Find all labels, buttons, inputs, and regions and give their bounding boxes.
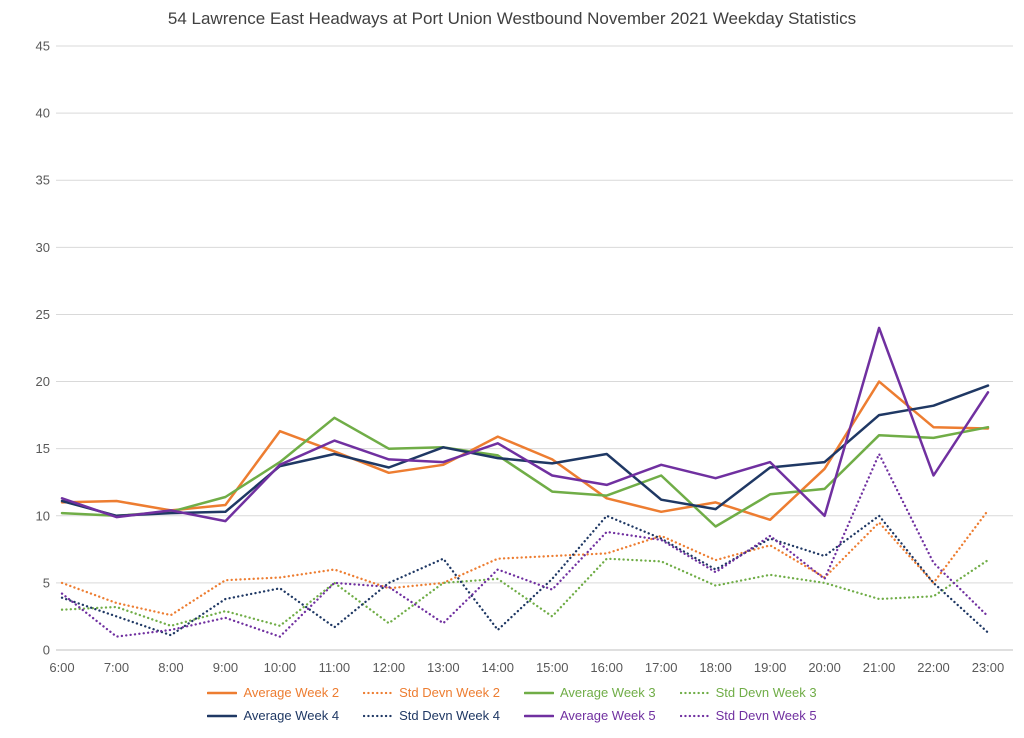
legend-item-std-devn-week-2: Std Devn Week 2 (363, 685, 500, 700)
chart-legend: Average Week 2 Std Devn Week 2 Average Wee… (0, 685, 1024, 723)
y-axis-tick-label: 25 (36, 307, 50, 322)
y-axis-tick-label: 15 (36, 441, 50, 456)
y-axis-tick-label: 30 (36, 240, 50, 255)
series-line-average-week-4 (60, 384, 990, 518)
legend-item-std-devn-week-4: Std Devn Week 4 (363, 708, 500, 723)
legend-label: Std Devn Week 3 (715, 685, 817, 700)
x-axis-tick-label: 17:00 (645, 660, 678, 675)
x-axis-tick-label: 22:00 (917, 660, 950, 675)
legend-item-average-week-2: Average Week 2 (207, 685, 339, 700)
legend-item-std-devn-week-3: Std Devn Week 3 (679, 685, 817, 700)
legend-label: Average Week 4 (243, 708, 340, 723)
legend-solid-line-marker (524, 714, 554, 717)
y-axis-tick-label: 45 (36, 39, 50, 54)
y-axis-tick-label: 0 (43, 643, 50, 658)
y-axis-tick-label: 10 (36, 508, 50, 523)
x-axis-tick-label: 16:00 (590, 660, 623, 675)
series-line-std-devn-week-5 (60, 452, 990, 638)
x-axis-tick-label: 6:00 (49, 660, 74, 675)
legend-item-average-week-3: Average Week 3 (524, 685, 656, 700)
legend-dotted-line-marker (679, 714, 710, 717)
legend-row: Average Week 2 Std Devn Week 2 Average Wee… (207, 685, 817, 700)
series-line-std-devn-week-2 (60, 509, 990, 617)
x-axis-tick-label: 11:00 (319, 660, 351, 675)
legend-solid-line-marker (524, 691, 554, 694)
legend-item-average-week-4: Average Week 4 (207, 708, 339, 723)
x-axis-tick-label: 8:00 (158, 660, 183, 675)
legend-dotted-line-marker (679, 691, 710, 694)
series-line-average-week-2 (60, 380, 990, 522)
x-axis-tick-label: 20:00 (808, 660, 841, 675)
legend-label: Average Week 5 (560, 708, 656, 723)
legend-solid-line-marker (207, 714, 238, 717)
legend-dotted-line-marker (363, 714, 394, 717)
legend-solid-line-marker (207, 691, 238, 694)
series-line-average-week-3 (60, 416, 990, 528)
legend-label: Std Devn Week 5 (715, 708, 817, 723)
legend-row: Average Week 4 Std Devn Week 4 Average Wee… (207, 708, 817, 723)
chart-title: 54 Lawrence East Headways at Port Union … (167, 9, 857, 28)
y-axis-tick-label: 35 (36, 173, 50, 188)
legend-item-average-week-5: Average Week 5 (524, 708, 656, 723)
x-axis-tick-label: 9:00 (213, 660, 238, 675)
x-axis-tick-label: 19:00 (754, 660, 787, 675)
y-axis-tick-label: 40 (36, 106, 50, 121)
y-axis-tick-label: 5 (43, 575, 50, 590)
x-axis-tick-label: 10:00 (264, 660, 297, 675)
legend-item-std-devn-week-5: Std Devn Week 5 (679, 708, 817, 723)
x-axis-tick-label: 14:00 (481, 660, 514, 675)
x-axis-tick-label: 7:00 (104, 660, 129, 675)
x-axis-tick-label: 18:00 (699, 660, 732, 675)
x-axis-tick-label: 21:00 (863, 660, 896, 675)
legend-dotted-line-marker (363, 691, 394, 694)
series-line-average-week-5 (60, 326, 990, 523)
legend-label: Average Week 3 (560, 685, 656, 700)
line-chart-plot: 0 5 10 15 20 25 30 35 40 45 6:00 7:00 8:00 9:00 10:00 1… (36, 39, 1013, 675)
y-axis-tick-label: 20 (36, 374, 50, 389)
x-axis-tick-label: 13:00 (427, 660, 460, 675)
x-axis-tick-label: 12:00 (373, 660, 406, 675)
series-line-std-devn-week-4 (60, 514, 990, 637)
legend-label: Std Devn Week 4 (399, 708, 500, 723)
series-line-std-devn-week-3 (60, 557, 990, 627)
x-axis-tick-label: 15:00 (536, 660, 569, 675)
legend-label: Average Week 2 (243, 685, 340, 700)
legend-label: Std Devn Week 2 (399, 685, 500, 700)
x-axis-tick-label: 23:00 (972, 660, 1005, 675)
